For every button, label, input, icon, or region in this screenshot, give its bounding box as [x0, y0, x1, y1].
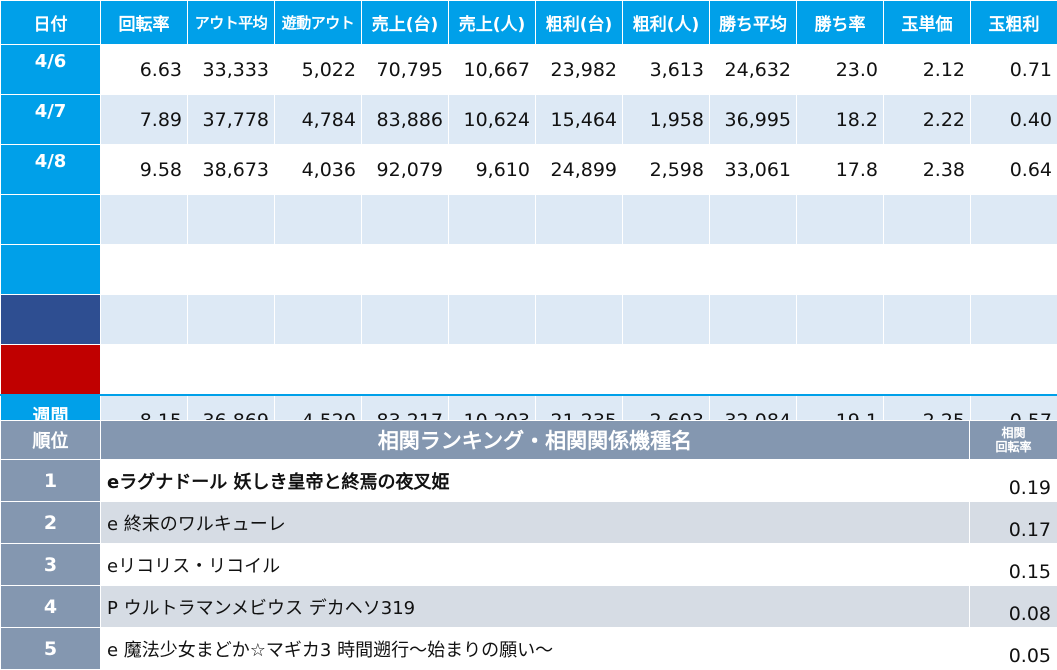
machine-name: eラグナドール 妖しき皇帝と終焉の夜叉姫	[101, 460, 970, 502]
header-profit-per-person: 粗利(人)	[623, 1, 710, 45]
cell-spin-rate: 7.89	[101, 95, 188, 145]
cell-win-average: 36,995	[710, 95, 797, 145]
header-spin-rate: 回転率	[101, 1, 188, 45]
cell-win-average: 24,632	[710, 45, 797, 95]
header-correlation-line1: 相関	[970, 426, 1057, 440]
cell-out-average: 37,778	[188, 95, 275, 145]
cell-spin-rate: 9.58	[101, 145, 188, 195]
machine-name: P ウルトラマンメビウス デカヘソ319	[101, 586, 970, 628]
cell-play-out: 5,022	[275, 45, 362, 95]
header-play-out: 遊動アウト	[275, 1, 362, 45]
empty-row	[1, 245, 1057, 295]
cell-play-out: 4,784	[275, 95, 362, 145]
cell-ball-gross-profit: 0.71	[971, 45, 1057, 95]
table-row: 4/7 7.89 37,778 4,784 83,886 10,624 15,4…	[1, 95, 1057, 145]
machine-name: e 魔法少女まどか☆マギカ3 時間遡行～始まりの願い～	[101, 628, 970, 670]
cell-sales-per-machine: 92,079	[362, 145, 449, 195]
header-rank: 順位	[1, 421, 101, 460]
cell-win-rate: 17.8	[797, 145, 884, 195]
header-sales-per-person: 売上(人)	[449, 1, 536, 45]
table-row: 4/6 6.63 33,333 5,022 70,795 10,667 23,9…	[1, 45, 1057, 95]
stats-header-row: 日付 回転率 アウト平均 遊動アウト 売上(台) 売上(人) 粗利(台) 粗利(…	[1, 1, 1057, 45]
stats-table: 日付 回転率 アウト平均 遊動アウト 売上(台) 売上(人) 粗利(台) 粗利(…	[0, 0, 1057, 446]
cell-ball-unit-price: 2.22	[884, 95, 971, 145]
header-out-average: アウト平均	[188, 1, 275, 45]
rank-number: 3	[1, 544, 101, 586]
rank-number: 4	[1, 586, 101, 628]
row-date-empty-saturday	[1, 295, 101, 345]
cell-win-rate: 23.0	[797, 45, 884, 95]
correlation-value: 0.05	[970, 628, 1057, 670]
row-date-empty	[1, 195, 101, 245]
header-win-rate: 勝ち率	[797, 1, 884, 45]
cell-ball-unit-price: 2.38	[884, 145, 971, 195]
header-sales-per-machine: 売上(台)	[362, 1, 449, 45]
correlation-value: 0.17	[970, 502, 1057, 544]
header-profit-per-machine: 粗利(台)	[536, 1, 623, 45]
row-date: 4/6	[1, 45, 101, 95]
ranking-row: 5 e 魔法少女まどか☆マギカ3 時間遡行～始まりの願い～ 0.05	[1, 628, 1057, 670]
header-correlation-line2: 回転率	[970, 440, 1057, 454]
cell-spin-rate: 6.63	[101, 45, 188, 95]
correlation-value: 0.08	[970, 586, 1057, 628]
header-ball-gross-profit: 玉粗利	[971, 1, 1057, 45]
row-date: 4/8	[1, 145, 101, 195]
ranking-row: 3 eリコリス・リコイル 0.15	[1, 544, 1057, 586]
cell-profit-per-machine: 24,899	[536, 145, 623, 195]
empty-row	[1, 295, 1057, 345]
rank-number: 1	[1, 460, 101, 502]
row-date-empty-sunday	[1, 345, 101, 396]
cell-profit-per-person: 2,598	[623, 145, 710, 195]
empty-row	[1, 195, 1057, 245]
rank-number: 5	[1, 628, 101, 670]
table-row: 4/8 9.58 38,673 4,036 92,079 9,610 24,89…	[1, 145, 1057, 195]
cell-out-average: 33,333	[188, 45, 275, 95]
cell-profit-per-machine: 23,982	[536, 45, 623, 95]
cell-ball-unit-price: 2.12	[884, 45, 971, 95]
cell-win-rate: 18.2	[797, 95, 884, 145]
ranking-row: 4 P ウルトラマンメビウス デカヘソ319 0.08	[1, 586, 1057, 628]
cell-profit-per-person: 3,613	[623, 45, 710, 95]
cell-profit-per-machine: 15,464	[536, 95, 623, 145]
ranking-header-row: 順位 相関ランキング・相関関係機種名 相関 回転率	[1, 421, 1057, 460]
cell-profit-per-person: 1,958	[623, 95, 710, 145]
correlation-value: 0.19	[970, 460, 1057, 502]
cell-sales-per-person: 10,667	[449, 45, 536, 95]
header-ranking-title: 相関ランキング・相関関係機種名	[101, 421, 970, 460]
cell-sales-per-person: 9,610	[449, 145, 536, 195]
cell-ball-gross-profit: 0.40	[971, 95, 1057, 145]
header-ball-unit-price: 玉単価	[884, 1, 971, 45]
row-date: 4/7	[1, 95, 101, 145]
row-date-empty	[1, 245, 101, 295]
cell-sales-per-machine: 83,886	[362, 95, 449, 145]
header-win-average: 勝ち平均	[710, 1, 797, 45]
cell-out-average: 38,673	[188, 145, 275, 195]
header-correlation: 相関 回転率	[970, 421, 1057, 460]
cell-sales-per-machine: 70,795	[362, 45, 449, 95]
ranking-row: 2 e 終末のワルキューレ 0.17	[1, 502, 1057, 544]
empty-row	[1, 345, 1057, 396]
header-date: 日付	[1, 1, 101, 45]
machine-name: e 終末のワルキューレ	[101, 502, 970, 544]
cell-ball-gross-profit: 0.64	[971, 145, 1057, 195]
cell-play-out: 4,036	[275, 145, 362, 195]
cell-sales-per-person: 10,624	[449, 95, 536, 145]
rank-number: 2	[1, 502, 101, 544]
correlation-ranking-table: 順位 相関ランキング・相関関係機種名 相関 回転率 1 eラグナドール 妖しき皇…	[0, 420, 1057, 670]
machine-name: eリコリス・リコイル	[101, 544, 970, 586]
ranking-row: 1 eラグナドール 妖しき皇帝と終焉の夜叉姫 0.19	[1, 460, 1057, 502]
cell-win-average: 33,061	[710, 145, 797, 195]
correlation-value: 0.15	[970, 544, 1057, 586]
